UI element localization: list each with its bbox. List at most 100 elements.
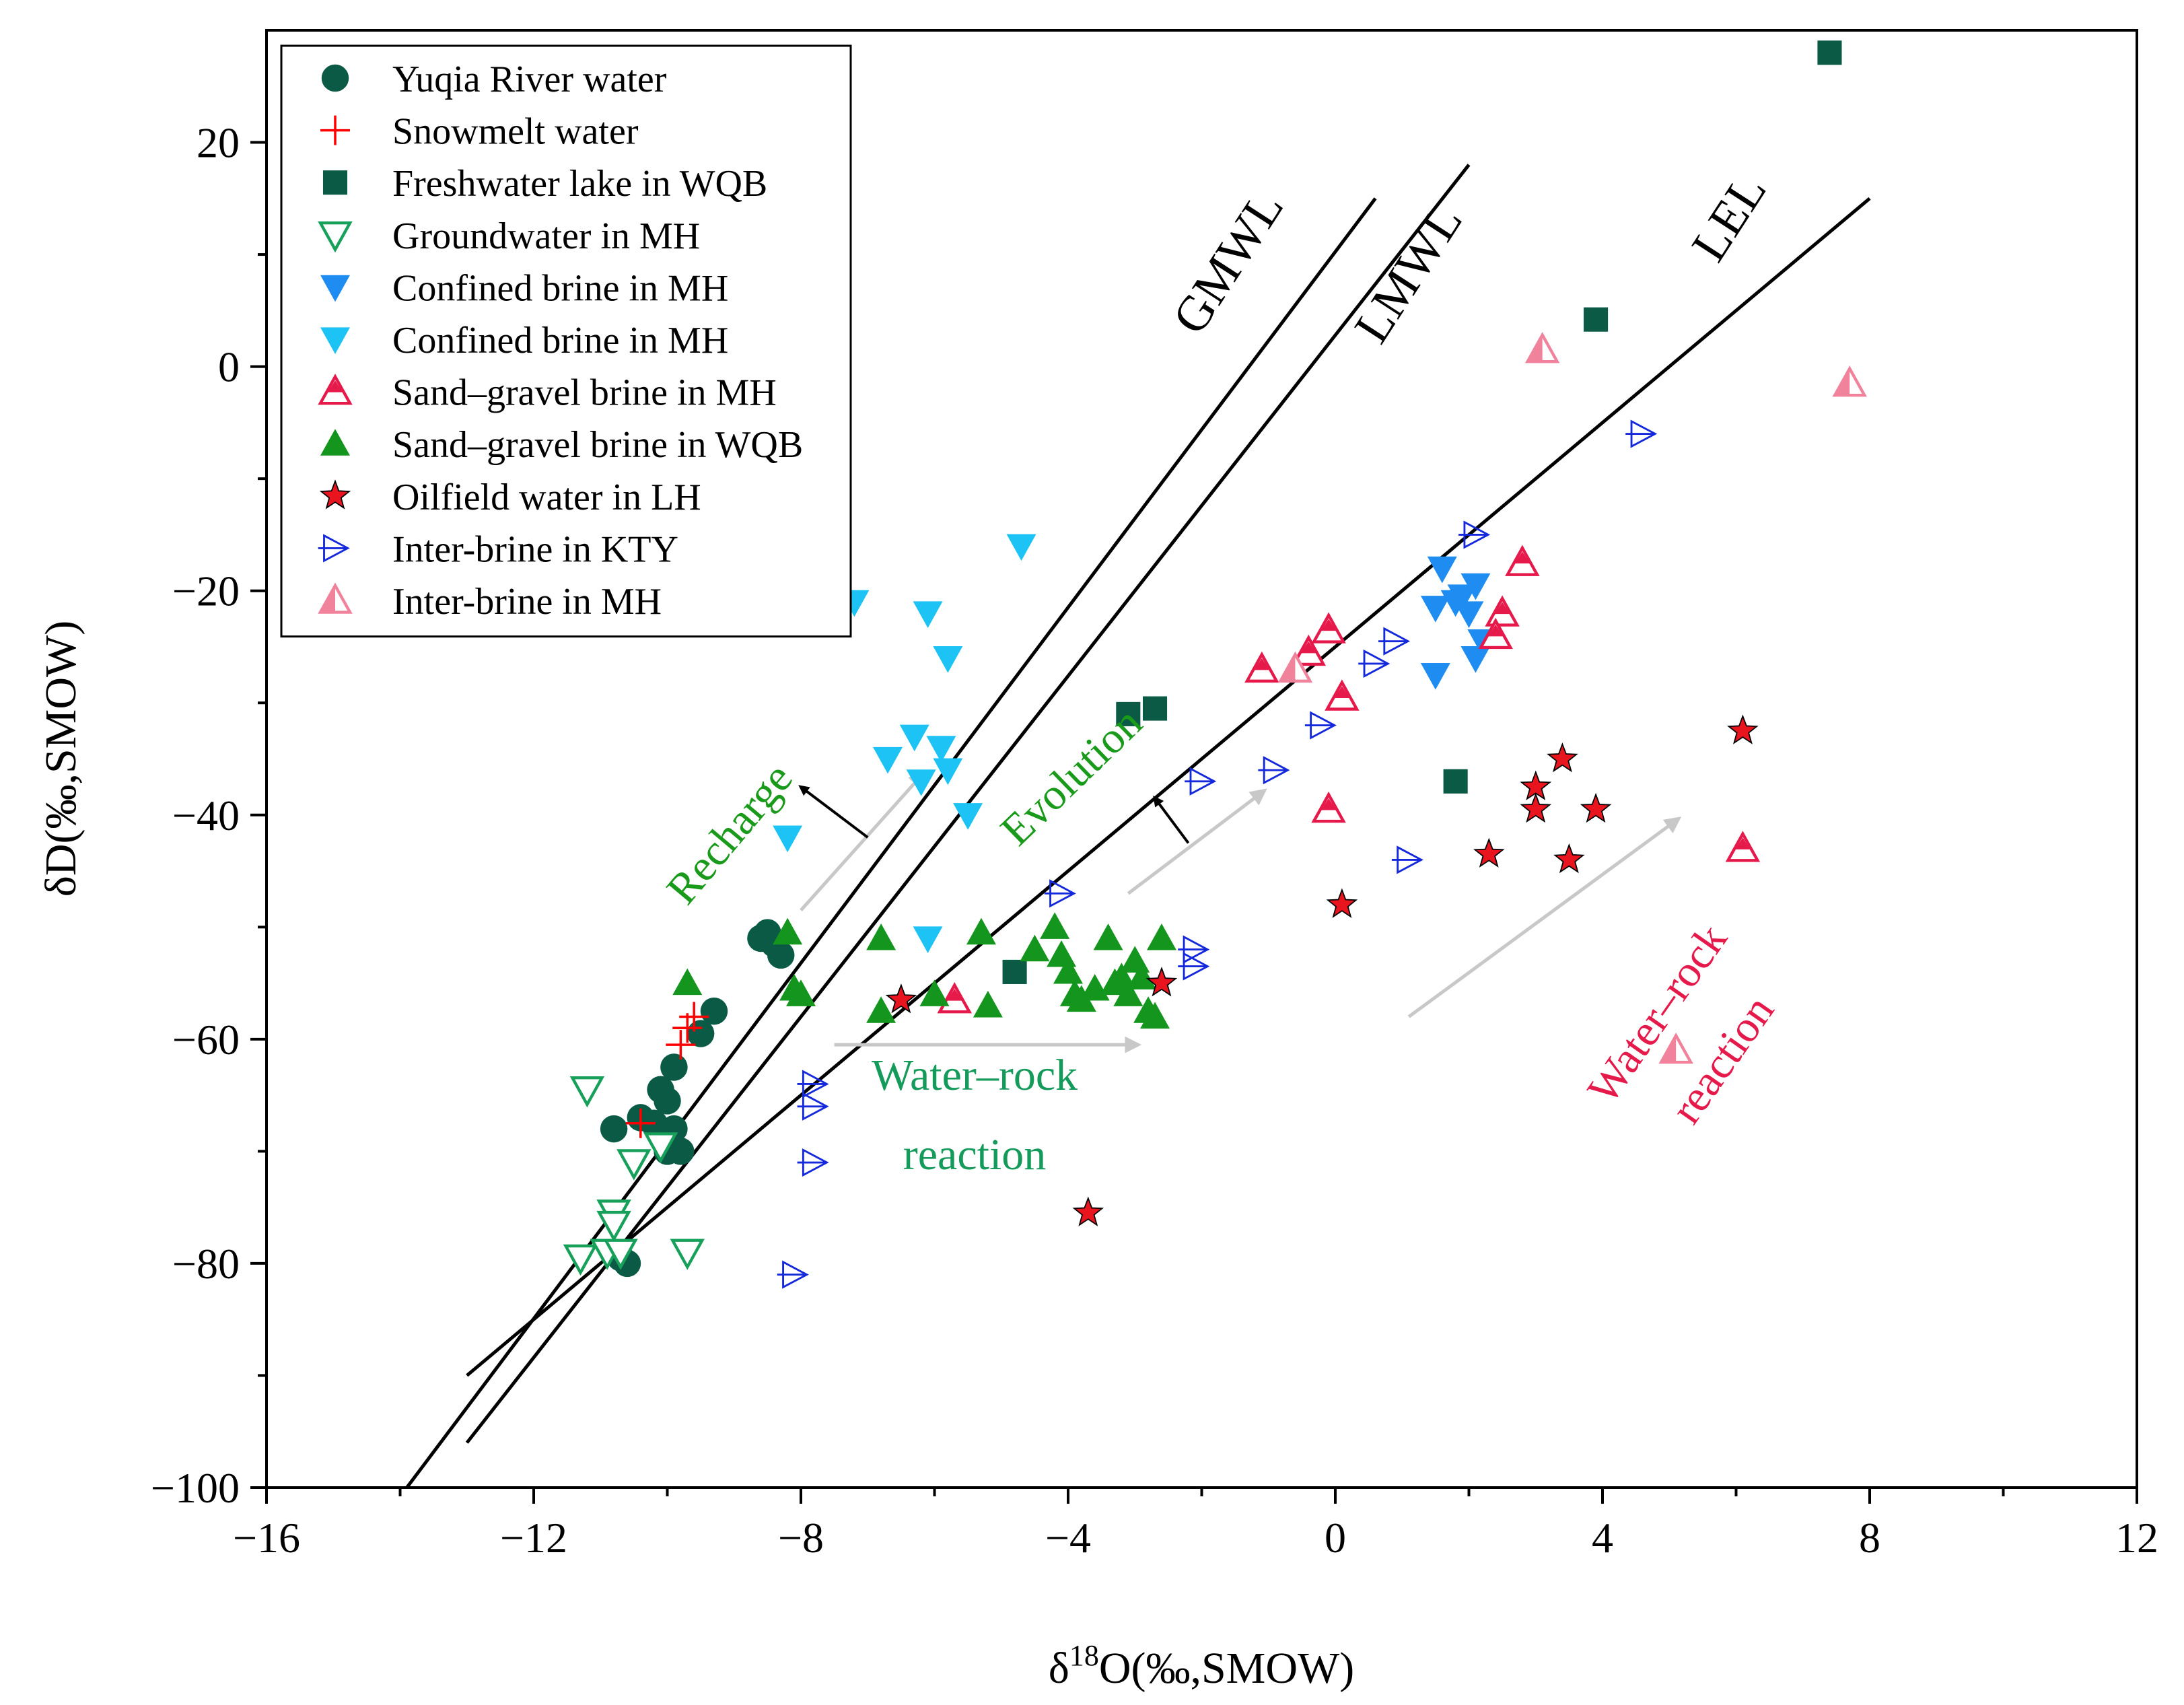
legend-label: Groundwater in MH (392, 215, 700, 257)
legend-marker-inter-brine-in-mh (318, 582, 353, 614)
data-point-confined-brine-in-mh (913, 601, 943, 628)
gray-arrow-evolution (1127, 788, 1267, 895)
legend-label: Inter-brine in KTY (392, 528, 678, 570)
x-tick-label: 4 (1592, 1514, 1613, 1562)
x-tick-label: −12 (500, 1514, 567, 1562)
legend-marker-confined-brine-in-mh (320, 275, 350, 302)
legend-label: Freshwater lake in WQB (392, 163, 767, 205)
data-point-freshwater-lake-in-wqb (1584, 307, 1609, 332)
data-point-confined-brine-in-mh (1460, 646, 1491, 673)
data-point-freshwater-lake-in-wqb (1443, 769, 1468, 794)
legend-item: Oilfield water in LH (319, 477, 701, 518)
series-confined-brine-in-mh-4 (1420, 556, 1498, 690)
data-point-snowmelt-water (666, 1030, 696, 1060)
data-point-groundwater-in-mh (643, 1132, 678, 1164)
legend-marker-sand-gravel-brine-in-mh (318, 374, 353, 405)
data-point-inter-brine-in-mh (1524, 332, 1560, 363)
legend-marker-yuqia-river-water (321, 64, 349, 92)
data-point-inter-brine-in-kty (1178, 935, 1210, 964)
legend-label: Yuqia River water (392, 59, 667, 100)
legend-item: Freshwater lake in WQB (322, 163, 767, 205)
data-point-yuqia-river-water (767, 941, 795, 969)
data-point-sand-gravel-brine-in-mh (1311, 612, 1346, 643)
data-point-inter-brine-in-kty (1185, 767, 1217, 796)
legend-item: Inter-brine in MH (318, 581, 662, 623)
legend-marker-inter-brine-in-kty (318, 534, 350, 563)
data-point-sand-gravel-brine-in-wqb (1113, 979, 1143, 1006)
series-inter-brine-in-mh-10 (1277, 332, 1867, 1064)
y-axis-title: δD(‰,SMOW) (36, 621, 85, 897)
y-tick-label: −60 (172, 1016, 240, 1064)
data-point-oilfield-water-in-lh (1580, 792, 1612, 823)
data-point-confined-brine-in-mh (773, 825, 803, 853)
data-point-oilfield-water-in-lh (1146, 967, 1178, 997)
data-point-confined-brine-in-mh (906, 769, 936, 796)
data-point-sand-gravel-brine-in-wqb (1040, 912, 1070, 939)
data-point-snowmelt-water (672, 1013, 703, 1043)
data-point-yuqia-river-water (667, 1138, 695, 1165)
data-point-sand-gravel-brine-in-wqb (973, 990, 1003, 1018)
data-point-confined-brine-in-mh (1447, 584, 1477, 612)
data-point-sand-gravel-brine-in-mh (1485, 595, 1520, 627)
data-point-groundwater-in-mh (596, 1210, 631, 1243)
data-point-confined-brine-in-mh (933, 646, 963, 673)
data-point-confined-brine-in-mh (1006, 534, 1036, 561)
gray-arrow-recharge (800, 771, 926, 911)
data-point-groundwater-in-mh (617, 1149, 651, 1181)
data-point-oilfield-water-in-lh (1326, 888, 1358, 918)
data-point-oilfield-water-in-lh (1473, 837, 1505, 868)
data-point-confined-brine-in-mh (1427, 556, 1457, 584)
series-sand-gravel-brine-in-mh-6 (937, 545, 1761, 1014)
legend-label: Sand–gravel brine in MH (392, 372, 777, 414)
legend-label: Confined brine in MH (392, 267, 728, 309)
data-point-freshwater-lake-in-wqb (1116, 701, 1141, 726)
y-tick-label: −40 (172, 792, 240, 839)
data-points (563, 40, 1867, 1289)
data-point-sand-gravel-brine-in-wqb (773, 917, 803, 945)
legend-item: Snowmelt water (320, 111, 639, 153)
y-tick-label: 20 (197, 119, 240, 167)
data-point-inter-brine-in-kty (1044, 879, 1076, 908)
data-point-groundwater-in-mh (670, 1239, 705, 1270)
data-point-oilfield-water-in-lh (885, 983, 917, 1014)
series-snowmelt-water-1 (625, 1002, 709, 1138)
data-point-sand-gravel-brine-in-wqb (866, 923, 896, 950)
data-point-oilfield-water-in-lh (1072, 1196, 1104, 1226)
series-oilfield-water-in-lh-8 (885, 714, 1759, 1226)
data-point-inter-brine-in-kty (797, 1148, 829, 1177)
legend-label: Sand–gravel brine in WQB (392, 424, 803, 466)
series-inter-brine-in-kty-9 (777, 419, 1658, 1289)
x-axis-title: δ18O(‰,SMOW) (1049, 1639, 1355, 1693)
data-point-inter-brine-in-mh (1832, 366, 1867, 397)
data-point-inter-brine-in-kty (777, 1260, 809, 1289)
y-tick-label: −80 (172, 1240, 240, 1288)
x-tick-label: 0 (1325, 1514, 1346, 1562)
data-point-yuqia-river-water (660, 1053, 688, 1081)
data-point-sand-gravel-brine-in-wqb (1059, 979, 1090, 1006)
data-point-sand-gravel-brine-in-wqb (966, 917, 996, 945)
legend-label: Confined brine in MH (392, 320, 728, 361)
y-tick-label: −100 (151, 1464, 240, 1512)
series-groundwater-in-mh-3 (563, 1076, 705, 1276)
legend-item: Inter-brine in KTY (318, 528, 678, 570)
data-point-sand-gravel-brine-in-mh (1505, 545, 1540, 576)
legend-item: Yuqia River water (321, 59, 667, 100)
data-point-inter-brine-in-kty (1625, 419, 1658, 448)
legend-item: Confined brine in MH (320, 267, 728, 309)
data-point-inter-brine-in-kty (797, 1092, 829, 1121)
data-point-sand-gravel-brine-in-wqb (786, 979, 816, 1006)
legend-label: Snowmelt water (392, 111, 639, 153)
legend-marker-sand-gravel-brine-in-wqb (320, 429, 350, 456)
data-point-sand-gravel-brine-in-mh (1478, 617, 1513, 650)
data-point-sand-gravel-brine-in-wqb (1146, 923, 1176, 950)
data-point-inter-brine-in-kty (1458, 520, 1491, 549)
data-point-confined-brine-in-mh (899, 724, 929, 752)
data-point-sand-gravel-brine-in-wqb (1127, 963, 1157, 989)
legend-item: Sand–gravel brine in WQB (320, 424, 803, 466)
data-point-yuqia-river-water (654, 1087, 681, 1115)
data-point-inter-brine-in-kty (1378, 627, 1411, 656)
data-point-sand-gravel-brine-in-mh (1725, 831, 1761, 862)
legend-box (280, 44, 852, 638)
data-point-confined-brine-in-mh (1420, 662, 1450, 690)
legend-marker-confined-brine-in-mh (320, 327, 350, 354)
